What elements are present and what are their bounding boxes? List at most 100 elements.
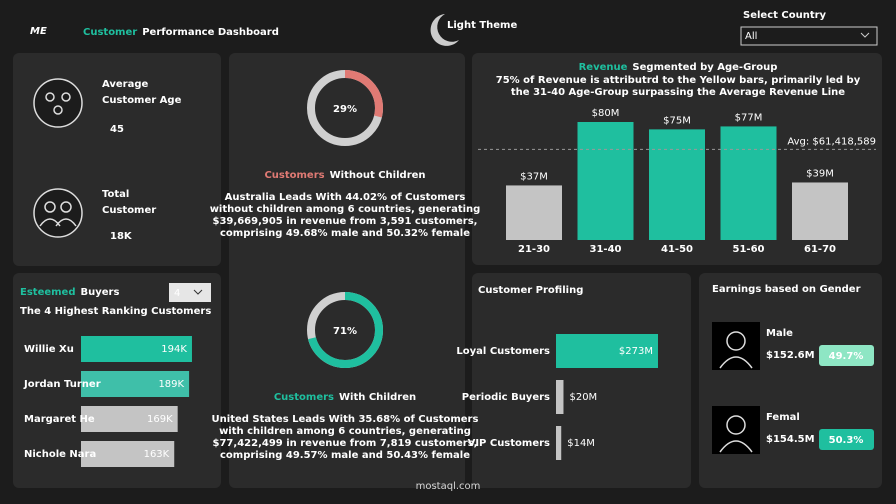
share-pill — [819, 345, 874, 366]
gender-label: Male — [766, 328, 793, 339]
female-icon — [712, 406, 760, 454]
label: Customer — [102, 205, 156, 216]
gender-share: 50.3% — [829, 435, 864, 446]
revenue-bar — [577, 122, 634, 240]
donut-arc — [307, 70, 383, 146]
panel-title: Customers With Children — [274, 392, 416, 403]
label: Average — [102, 79, 149, 90]
panel-title: Customers Without Children — [264, 170, 425, 181]
gender-share: 49.7% — [829, 351, 864, 362]
description: without children among 6 countries, gene… — [210, 204, 481, 215]
subtitle: 75% of Revenue is attributrd to the Yell… — [496, 75, 861, 86]
donut-label: 71% — [333, 326, 357, 337]
title-rest: Performance Dashboard — [142, 27, 279, 38]
title-rest: With Children — [339, 392, 416, 403]
title-highlight: Customers — [264, 170, 324, 181]
dropdown-arrow — [860, 32, 870, 38]
gender-amount: $154.5M — [766, 434, 815, 445]
title-rest: Without Children — [330, 170, 426, 181]
category-label: Nichole Nara — [24, 449, 96, 460]
value-label: $75M — [663, 115, 691, 126]
revenue-bar — [506, 185, 562, 240]
description: comprising 49.57% male and 50.43% female — [220, 450, 470, 461]
title-highlight: Customers — [274, 392, 334, 403]
label: Total — [102, 189, 129, 200]
description: $39,669,905 in revenue from 3,591 custom… — [213, 216, 478, 227]
icons — [33, 78, 83, 238]
profile-bar — [556, 426, 562, 460]
revenue-bar — [792, 182, 848, 240]
title-highlight: Customer — [83, 27, 137, 38]
logo: ME — [30, 26, 47, 37]
category-label: Margaret He — [24, 414, 95, 425]
value-label: 194K — [161, 344, 187, 355]
description: Australia Leads With 44.02% of Customers — [225, 192, 466, 203]
value-label: $80M — [592, 108, 620, 119]
category-label: Jordan Turner — [23, 379, 101, 390]
value-label: $77M — [735, 112, 763, 123]
profile-bar — [556, 334, 658, 368]
description: United States Leads With 35.68% of Custo… — [212, 414, 479, 425]
value-label: $37M — [520, 171, 548, 182]
panel-title: Customer Profiling — [478, 285, 583, 296]
panel-title: Earnings based on Gender — [712, 284, 861, 295]
category-label: 51-60 — [733, 244, 765, 255]
value-label: 163K — [144, 449, 170, 460]
donut-arc — [307, 292, 383, 368]
top-n-dropdown[interactable] — [169, 283, 211, 302]
value-label: $39M — [806, 168, 834, 179]
title-rest: Buyers — [81, 287, 120, 298]
buyer-bar — [81, 441, 175, 467]
filter-value: All — [745, 31, 757, 42]
theme-toggle: Light Theme — [447, 20, 517, 31]
category-label: 61-70 — [804, 244, 836, 255]
buyer-bar — [81, 336, 192, 362]
description: $77,422,499 in revenue from 7,819 custom… — [213, 438, 478, 449]
description: with children among 6 countries, generat… — [219, 426, 471, 437]
kpi-value: 18K — [110, 231, 133, 242]
value-label: 169K — [147, 414, 173, 425]
category-label: 41-50 — [661, 244, 693, 255]
label: Customer Age — [102, 95, 182, 106]
title-highlight: Revenue — [579, 62, 628, 73]
gender-amount: $152.6M — [766, 350, 815, 361]
panel-title: Esteemed Buyers — [20, 287, 119, 298]
average-label: Avg: $61,418,589 — [787, 136, 876, 147]
filter-label: Select Country — [743, 10, 827, 21]
dropdown-value: 4 — [174, 288, 180, 299]
revenue-bar — [649, 129, 705, 240]
category-label: Periodic Buyers — [462, 392, 550, 403]
moon-icon[interactable] — [430, 14, 459, 46]
kpi-value: 45 — [110, 124, 124, 135]
buyer-bar — [81, 371, 190, 397]
revenue-bar — [720, 126, 777, 240]
panel-title: Revenue Segmented by Age-Group — [579, 62, 778, 73]
category-label: 21-30 — [518, 244, 550, 255]
buyer-bar — [81, 406, 178, 432]
watermark: mostaql.com — [416, 481, 481, 492]
dropdown-arrow — [193, 289, 203, 295]
subtitle: The 4 Highest Ranking Customers — [20, 306, 211, 317]
gender-label: Femal — [766, 412, 800, 423]
category-label: Willie Xu — [24, 344, 74, 355]
category-label: 31-40 — [590, 244, 622, 255]
title-highlight: Esteemed — [20, 287, 76, 298]
profile-bar — [556, 380, 564, 414]
title-rest: Segmented by Age-Group — [632, 62, 777, 73]
value-label: $273M — [619, 346, 653, 357]
value-label: $20M — [569, 392, 597, 403]
value-label: $14M — [567, 438, 595, 449]
value-label: 189K — [158, 379, 184, 390]
panel-title: Customer Performance Dashboard — [83, 27, 279, 38]
share-pill — [819, 429, 874, 450]
description: comprising 49.68% male and 50.32% female — [220, 228, 470, 239]
subtitle: the 31-40 Age-Group surpassing the Avera… — [511, 87, 845, 98]
category-label: VIP Customers — [468, 438, 550, 449]
country-dropdown[interactable] — [740, 26, 878, 46]
donut-label: 29% — [333, 104, 357, 115]
icon-lines — [719, 331, 753, 453]
category-label: Loyal Customers — [456, 346, 550, 357]
male-icon — [712, 322, 760, 370]
